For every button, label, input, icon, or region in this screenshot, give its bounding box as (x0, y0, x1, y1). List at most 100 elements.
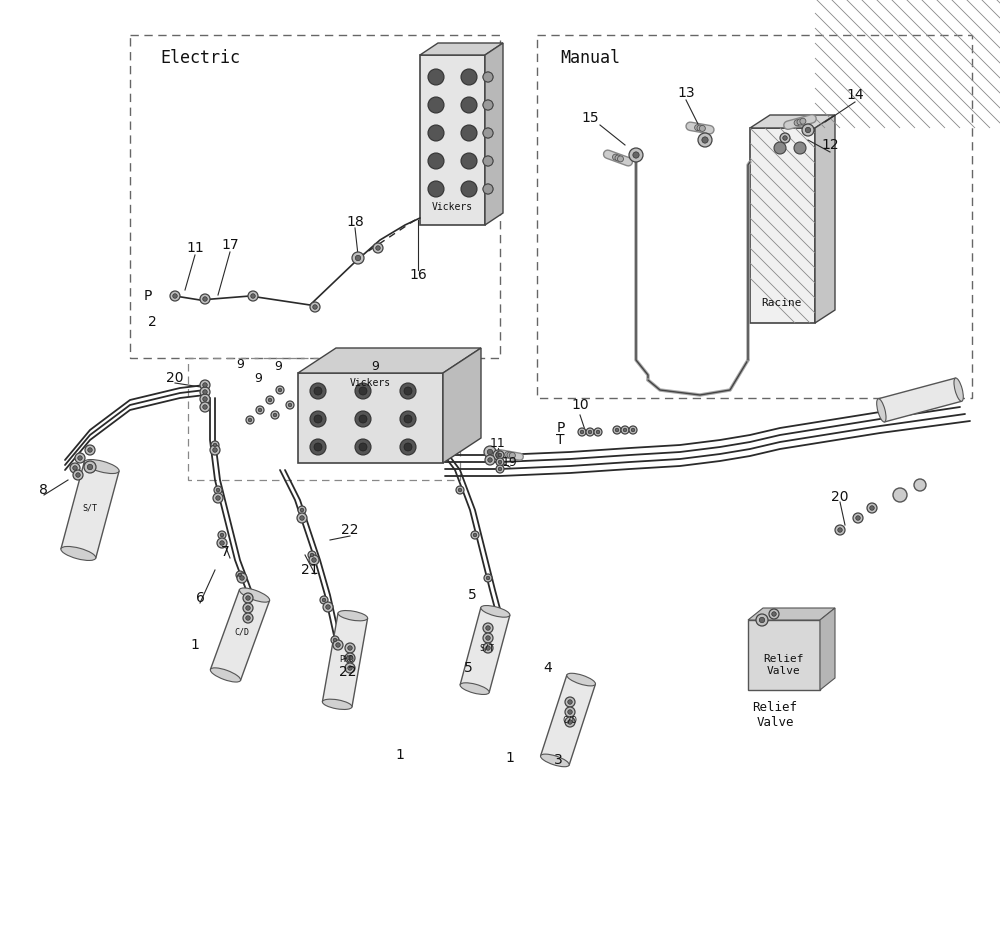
Circle shape (203, 405, 207, 410)
Polygon shape (820, 608, 835, 690)
Circle shape (73, 465, 77, 470)
Circle shape (220, 533, 224, 537)
Circle shape (359, 443, 367, 451)
Circle shape (594, 428, 602, 436)
Circle shape (373, 243, 383, 253)
Polygon shape (61, 462, 119, 558)
Circle shape (835, 525, 845, 535)
Circle shape (580, 430, 584, 434)
Circle shape (578, 428, 586, 436)
Circle shape (248, 291, 258, 301)
Circle shape (428, 153, 444, 169)
Circle shape (802, 124, 814, 136)
Bar (420, 55, 485, 225)
Circle shape (461, 181, 477, 197)
Circle shape (331, 636, 339, 644)
Circle shape (509, 452, 515, 459)
Text: 20: 20 (831, 490, 849, 504)
Circle shape (483, 156, 493, 166)
Circle shape (565, 717, 575, 727)
Circle shape (70, 463, 80, 473)
Circle shape (695, 124, 701, 131)
Circle shape (486, 646, 490, 650)
Text: 11: 11 (490, 436, 506, 449)
Text: 4: 4 (544, 661, 552, 675)
Circle shape (867, 503, 877, 513)
Circle shape (240, 575, 244, 580)
Circle shape (216, 488, 220, 492)
Circle shape (496, 453, 500, 457)
Circle shape (200, 394, 210, 404)
Circle shape (345, 643, 355, 653)
Text: C/D: C/D (562, 716, 578, 724)
Circle shape (333, 640, 343, 650)
Circle shape (87, 465, 93, 469)
Circle shape (588, 430, 592, 434)
Text: 16: 16 (409, 268, 427, 282)
Circle shape (216, 496, 220, 501)
Circle shape (483, 184, 493, 194)
Text: 2: 2 (148, 315, 156, 329)
Text: 13: 13 (677, 86, 695, 100)
Text: 8: 8 (39, 483, 47, 497)
Circle shape (404, 415, 412, 423)
Text: Vickers: Vickers (349, 378, 391, 388)
Circle shape (487, 449, 493, 455)
Circle shape (596, 430, 600, 434)
Circle shape (300, 516, 304, 520)
Circle shape (471, 531, 479, 539)
Circle shape (266, 396, 274, 404)
Text: 11: 11 (186, 241, 204, 255)
Circle shape (246, 416, 254, 424)
Text: S/T: S/T (82, 503, 98, 513)
Circle shape (483, 633, 493, 643)
Polygon shape (748, 608, 835, 620)
Circle shape (483, 156, 493, 166)
Circle shape (314, 387, 322, 395)
Text: 9: 9 (236, 358, 244, 372)
Text: 17: 17 (221, 238, 239, 252)
Circle shape (488, 458, 492, 463)
Circle shape (352, 252, 364, 264)
Bar (748, 620, 820, 690)
Circle shape (617, 155, 623, 162)
Circle shape (173, 294, 177, 299)
Circle shape (278, 388, 282, 392)
Text: 1: 1 (191, 638, 199, 652)
Text: 12: 12 (821, 138, 839, 152)
Circle shape (308, 551, 316, 559)
Circle shape (310, 302, 320, 312)
Circle shape (615, 155, 621, 161)
Circle shape (486, 576, 490, 580)
Text: Manual: Manual (560, 49, 620, 67)
Circle shape (496, 465, 504, 473)
Circle shape (507, 452, 513, 458)
Text: 1: 1 (396, 748, 404, 762)
Circle shape (256, 406, 264, 414)
Ellipse shape (61, 546, 96, 560)
Circle shape (170, 291, 180, 301)
Circle shape (203, 297, 207, 301)
Circle shape (286, 401, 294, 409)
Circle shape (856, 516, 860, 520)
Circle shape (794, 142, 806, 154)
Text: 22: 22 (339, 665, 357, 679)
Circle shape (461, 153, 477, 169)
Circle shape (268, 398, 272, 402)
Text: 9: 9 (371, 360, 379, 374)
Circle shape (200, 380, 210, 390)
Circle shape (220, 540, 224, 545)
Circle shape (218, 531, 226, 539)
Circle shape (213, 493, 223, 503)
Circle shape (483, 100, 493, 110)
Circle shape (246, 595, 250, 600)
Circle shape (631, 428, 635, 431)
Circle shape (322, 598, 326, 602)
Circle shape (461, 69, 477, 85)
Circle shape (214, 486, 222, 494)
Circle shape (348, 665, 352, 670)
Circle shape (428, 69, 444, 85)
Circle shape (623, 428, 627, 431)
Text: 5: 5 (468, 588, 476, 602)
Polygon shape (210, 590, 270, 681)
